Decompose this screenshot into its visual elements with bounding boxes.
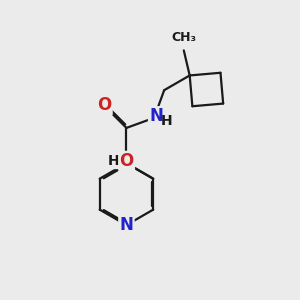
Text: O: O	[119, 152, 134, 170]
Text: H: H	[161, 114, 172, 128]
Text: N: N	[119, 216, 134, 234]
Text: N: N	[149, 107, 163, 125]
Text: O: O	[97, 96, 111, 114]
Text: H: H	[108, 154, 120, 168]
Text: CH₃: CH₃	[171, 31, 196, 44]
